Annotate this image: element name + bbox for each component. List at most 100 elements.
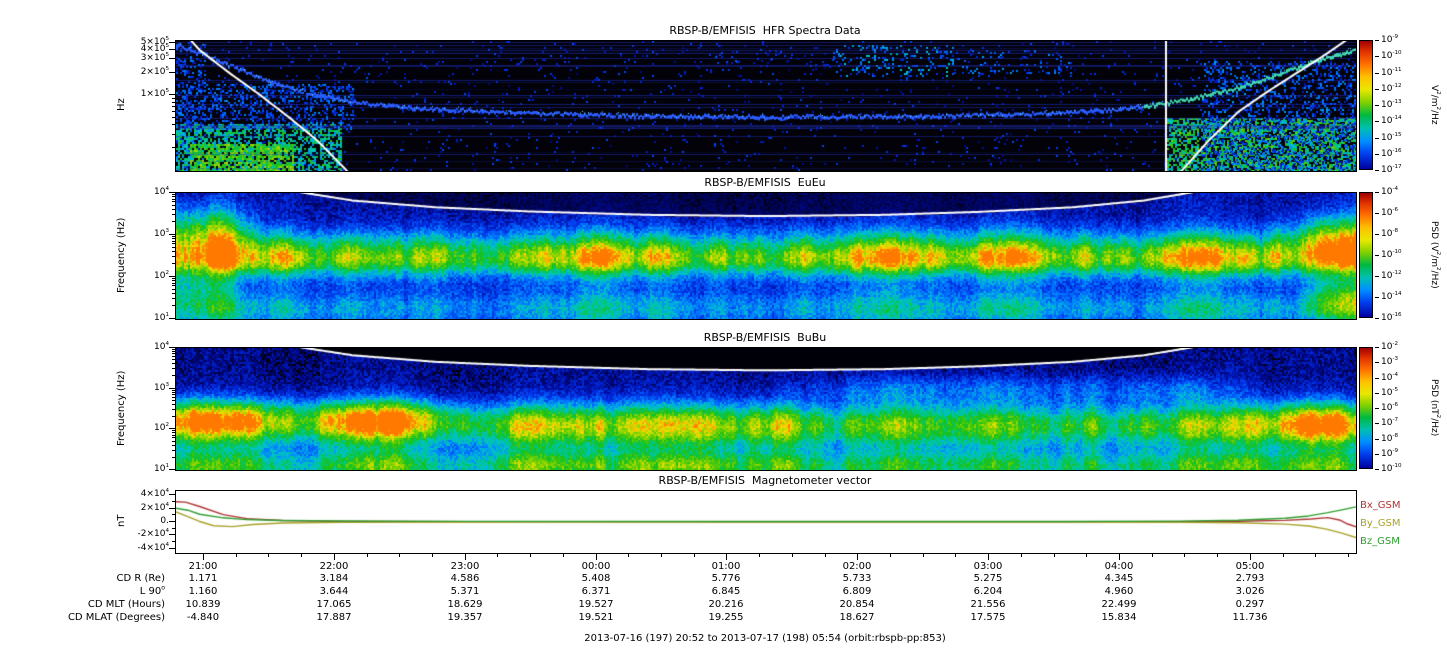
y-minor-tick [172, 199, 175, 200]
y-minor-tick [172, 356, 175, 357]
y-minor-tick [172, 450, 175, 451]
colorbar-tick [1375, 378, 1379, 379]
time-tick [1119, 554, 1120, 560]
y-minor-tick [172, 205, 175, 206]
panel-title-eueu: RBSP-B/EMFISIS EuEu [704, 176, 826, 189]
y-minor-tick [172, 394, 175, 395]
colorbar-tick [1375, 347, 1379, 348]
ephemeris-value: 17.887 [316, 612, 352, 623]
y-tick [169, 521, 175, 522]
ephemeris-value: 18.629 [447, 599, 483, 610]
time-minor-tick [530, 554, 531, 557]
y-tick [169, 318, 175, 319]
y-minor-tick [172, 111, 175, 112]
y-tick [169, 42, 175, 43]
ephemeris-row-label: CD R (Re) [116, 573, 165, 584]
y-tick [169, 276, 175, 277]
y-minor-tick [172, 349, 175, 350]
time-tick [857, 554, 858, 560]
time-minor-tick [1348, 554, 1349, 557]
time-minor-tick [236, 554, 237, 557]
y-minor-tick [172, 528, 175, 529]
time-minor-tick [759, 554, 760, 557]
y-minor-tick [172, 263, 175, 264]
y-tick-label: 4×105 [140, 43, 169, 54]
y-minor-tick [172, 392, 175, 393]
ephemeris-value: 10.839 [185, 599, 221, 610]
colorbar-tick-label: 10-4 [1381, 372, 1399, 383]
magnetometer-line-canvas[interactable] [175, 490, 1357, 554]
y-minor-tick [172, 359, 175, 360]
ephemeris-value: 11.736 [1232, 612, 1268, 623]
bubu-spectrogram-canvas[interactable] [175, 347, 1357, 471]
colorbar-tick [1375, 297, 1379, 298]
y-minor-tick [172, 363, 175, 364]
y-minor-tick [172, 278, 175, 279]
time-tick-label: 02:00 [842, 561, 872, 572]
y-tick-label: 101 [153, 312, 169, 323]
legend-Bz_GSM: Bz_GSM [1360, 536, 1400, 547]
colorbar-tick-label: 10-6 [1381, 207, 1399, 218]
y-minor-tick [172, 397, 175, 398]
y-minor-tick [172, 289, 175, 290]
y-minor-tick [172, 368, 175, 369]
y-minor-tick [172, 432, 175, 433]
ephemeris-row-label: L 90o [139, 584, 165, 597]
eueu-spectrogram-canvas[interactable] [175, 192, 1357, 320]
colorbar-tick [1375, 138, 1379, 139]
colorbar-tick-label: 10-10 [1381, 249, 1402, 260]
y-minor-tick [172, 445, 175, 446]
time-tick [334, 554, 335, 560]
time-minor-tick [694, 554, 695, 557]
hfr-colorbar-unit-label: V2/m2/Hz [1429, 85, 1441, 125]
time-tick [988, 554, 989, 560]
ephemeris-value: 19.521 [578, 612, 614, 623]
ephemeris-value: 4.586 [450, 573, 480, 584]
time-tick [1250, 554, 1251, 560]
colorbar-tick-label: 10-12 [1381, 270, 1402, 281]
colorbar-tick-label: 10-13 [1381, 99, 1402, 110]
time-minor-tick [1021, 554, 1022, 557]
y-minor-tick [172, 241, 175, 242]
time-minor-tick [955, 554, 956, 557]
ephemeris-value: -4.840 [186, 612, 220, 623]
y-minor-tick [172, 457, 175, 458]
y-minor-tick [172, 280, 175, 281]
y-minor-tick [172, 298, 175, 299]
colorbar-tick-label: 10-10 [1381, 50, 1402, 61]
colorbar-tick [1375, 393, 1379, 394]
ephemeris-value: 4.345 [1104, 573, 1134, 584]
time-minor-tick [792, 554, 793, 557]
y-minor-tick [172, 441, 175, 442]
y-tick-label: 0. [160, 516, 169, 526]
y-tick [169, 508, 175, 509]
colorbar-tick-label: 10-16 [1381, 312, 1402, 323]
y-minor-tick [172, 196, 175, 197]
y-minor-tick [172, 283, 175, 284]
time-minor-tick [563, 554, 564, 557]
time-minor-tick [399, 554, 400, 557]
time-minor-tick [301, 554, 302, 557]
colorbar-tick-label: 10-14 [1381, 115, 1402, 126]
panel-title-hfr: RBSP-B/EMFISIS HFR Spectra Data [669, 24, 861, 37]
hfr-spectrogram-canvas[interactable] [175, 40, 1357, 172]
ephemeris-value: 20.216 [708, 599, 744, 610]
colorbar-tick [1375, 56, 1379, 57]
colorbar-tick [1375, 423, 1379, 424]
y-tick-label: 5×105 [140, 36, 169, 47]
y-minor-tick [172, 243, 175, 244]
time-minor-tick [825, 554, 826, 557]
ephemeris-value: 5.776 [711, 573, 741, 584]
y-tick [169, 192, 175, 193]
y-minor-tick [172, 102, 175, 103]
y-tick [169, 534, 175, 535]
colorbar-tick [1375, 105, 1379, 106]
y-minor-tick [172, 430, 175, 431]
y-tick-label: 1×105 [140, 88, 169, 99]
colorbar-tick [1375, 213, 1379, 214]
y-minor-tick [172, 236, 175, 237]
ephemeris-value: 4.960 [1104, 586, 1134, 597]
time-tick [203, 554, 204, 560]
y-minor-tick [172, 221, 175, 222]
